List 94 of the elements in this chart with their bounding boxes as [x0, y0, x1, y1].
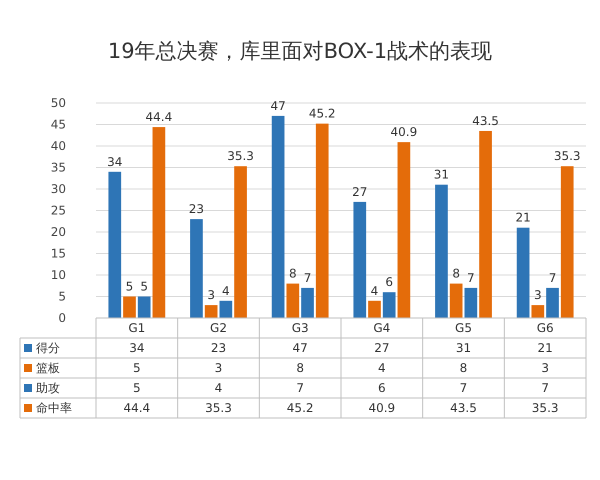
y-tick-label: 50 [50, 96, 66, 110]
bar [435, 184, 448, 318]
annotation: 7 [304, 270, 312, 285]
data-label: 47 [292, 341, 308, 355]
y-tick-label: 20 [50, 225, 66, 239]
bar [398, 142, 410, 318]
data-label: 4 [378, 361, 386, 375]
y-tick-label: 35 [50, 160, 66, 174]
bar [316, 124, 329, 318]
data-label: 3 [541, 361, 549, 375]
data-label: 7 [460, 381, 468, 395]
bar [190, 219, 203, 318]
data-label: 35.3 [205, 401, 232, 415]
y-tick-label: 0 [58, 311, 66, 325]
bar [479, 130, 492, 318]
bar [220, 300, 232, 318]
annotation: 4 [370, 284, 378, 298]
data-label: 3 [214, 361, 222, 375]
annotation: 43.5 [472, 114, 499, 128]
annotation: 5 [126, 280, 134, 294]
data-label: 44.4 [123, 401, 150, 415]
bar [272, 116, 284, 318]
data-label: 4 [214, 381, 222, 395]
data-label: 23 [210, 341, 226, 355]
x-tick-label: G2 [210, 321, 227, 335]
legend-label: 命中率 [36, 401, 72, 415]
x-tick-label: G4 [373, 321, 390, 335]
bar [123, 296, 136, 318]
data-label: 8 [296, 361, 304, 375]
y-tick-label: 25 [50, 204, 66, 218]
y-tick-label: 30 [50, 182, 66, 196]
data-label: 8 [460, 361, 468, 375]
data-label: 35.3 [532, 401, 559, 415]
x-tick-label: G3 [292, 321, 309, 335]
data-label: 34 [129, 341, 144, 355]
annotation: 6 [385, 275, 394, 290]
annotation: 7 [548, 270, 556, 285]
annotation: 40.9 [390, 125, 418, 140]
data-label: 7 [541, 381, 549, 395]
data-label: 21 [538, 341, 553, 355]
bar [546, 288, 559, 318]
bar [286, 284, 300, 318]
annotation: 8 [288, 266, 297, 281]
y-tick-label: 10 [50, 268, 66, 282]
bar [382, 292, 396, 318]
annotation: 45.2 [308, 106, 336, 121]
annotation: 23 [188, 202, 204, 216]
annotation: 4 [222, 284, 230, 298]
annotation: 35.3 [227, 149, 254, 164]
bar [450, 284, 462, 318]
bar [368, 300, 381, 318]
data-label: 5 [133, 361, 141, 375]
legend-label: 助攻 [36, 381, 60, 395]
annotation: 3 [207, 288, 215, 302]
data-label: 6 [378, 381, 386, 395]
bar [560, 166, 574, 318]
bar [138, 296, 151, 318]
data-label: 43.5 [450, 401, 477, 415]
bar [152, 127, 166, 318]
data-label: 5 [133, 381, 141, 395]
annotation: 34 [107, 154, 122, 169]
bar [234, 166, 247, 318]
y-tick-label: 15 [50, 246, 66, 260]
chart-title: 19年总决赛，库里面对BOX-1战术的表现 [108, 39, 492, 63]
x-tick-label: G1 [128, 321, 146, 335]
annotation: 47 [270, 98, 286, 113]
annotation: 7 [467, 270, 475, 285]
legend-label: 篮板 [36, 361, 60, 375]
y-tick-label: 45 [50, 118, 66, 132]
data-label: 7 [296, 381, 304, 395]
data-label: 45.2 [286, 401, 314, 415]
annotation: 5 [140, 280, 148, 294]
data-label: 40.9 [368, 401, 396, 415]
bar [353, 202, 366, 318]
x-tick-label: G6 [536, 321, 554, 335]
bar [516, 228, 530, 318]
annotation: 35.3 [554, 149, 581, 164]
data-label: 31 [456, 341, 472, 355]
annotation: 44.4 [146, 110, 172, 124]
bar [464, 288, 478, 318]
annotation: 31 [434, 168, 450, 182]
annotation: 3 [534, 288, 542, 302]
bar [531, 305, 544, 318]
bar [108, 172, 122, 318]
data-label: 27 [374, 341, 390, 355]
y-tick-label: 5 [58, 290, 66, 304]
x-tick-label: G5 [455, 321, 472, 335]
annotation: 27 [352, 184, 368, 199]
annotation: 8 [452, 266, 460, 281]
legend-label: 得分 [36, 341, 60, 355]
annotation: 21 [515, 210, 531, 225]
bar [301, 288, 314, 318]
y-tick-label: 40 [50, 139, 66, 153]
bar [204, 305, 218, 318]
